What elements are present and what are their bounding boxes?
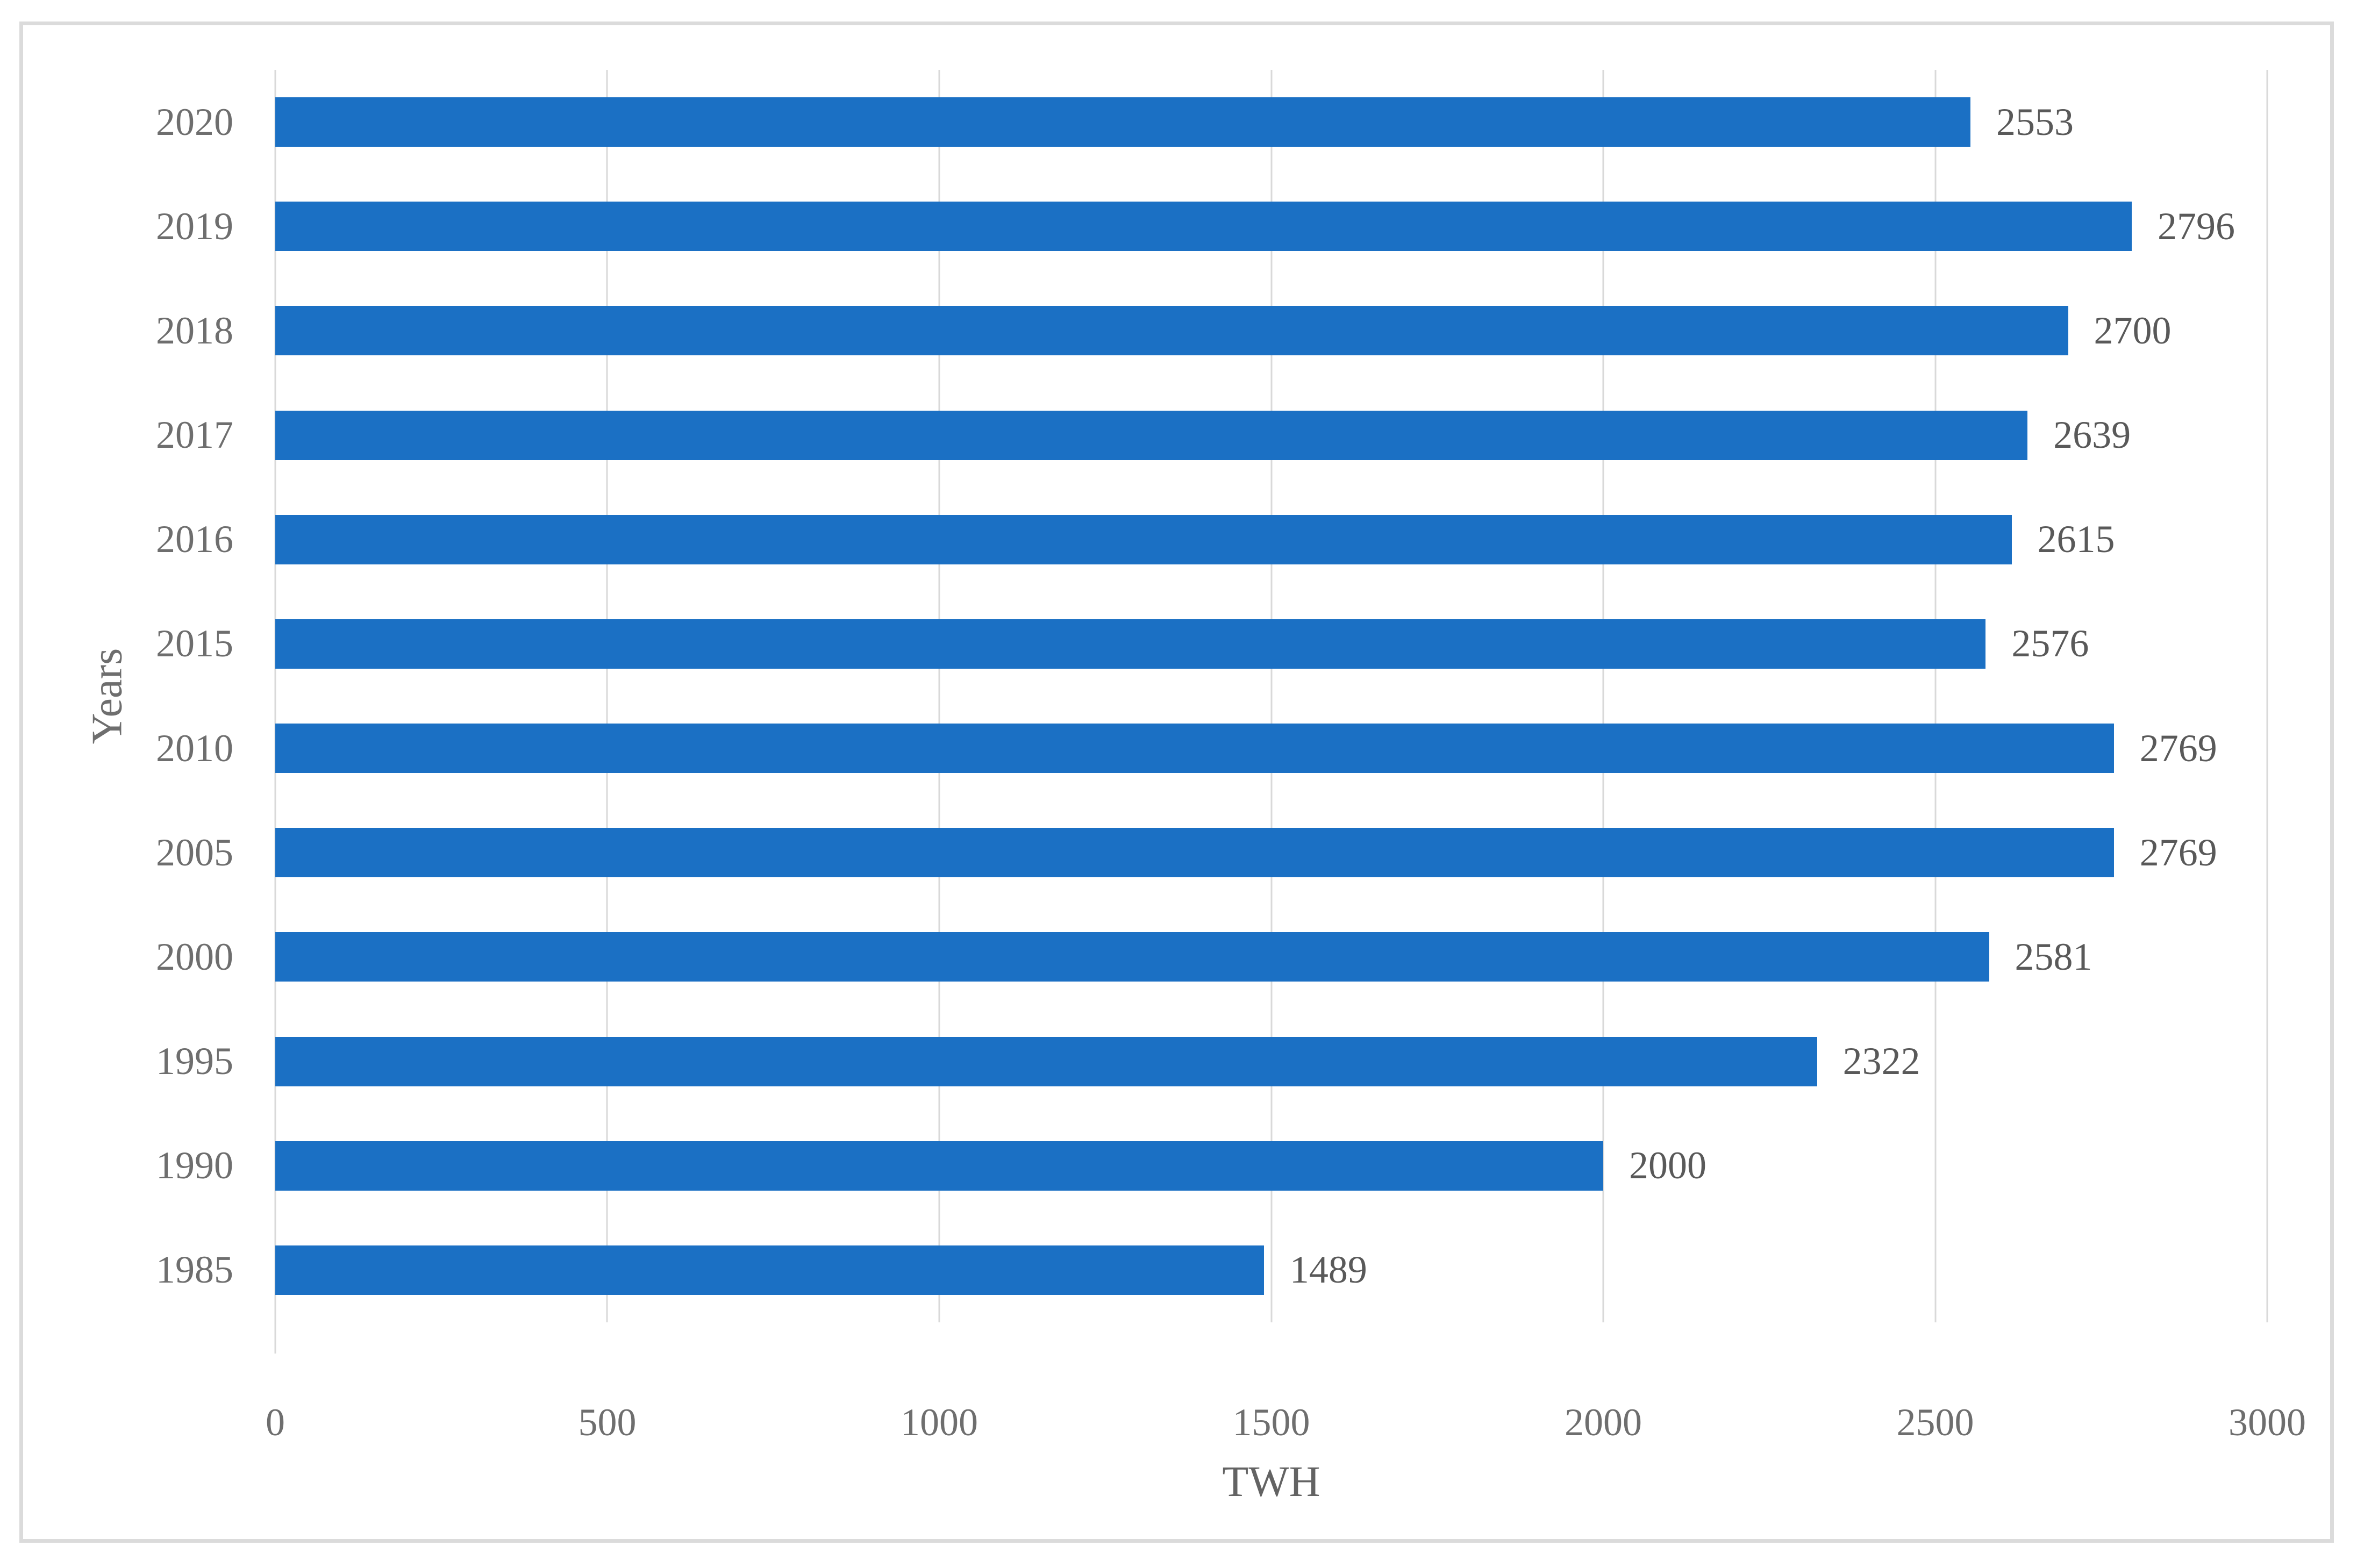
bar-zone: 1489 — [275, 1218, 2267, 1322]
gridline — [1602, 70, 1604, 1322]
bar-row: 2000 2581 — [0, 905, 2267, 1009]
bar-zone: 2615 — [275, 488, 2267, 592]
bar — [275, 514, 2012, 564]
category-label: 2005 — [156, 830, 233, 874]
x-tick-label: 1000 — [900, 1401, 978, 1444]
gridline — [1270, 70, 1272, 1322]
value-label: 2000 — [1629, 1144, 1706, 1187]
category-label: 1990 — [156, 1144, 233, 1187]
category-label: 2018 — [156, 309, 233, 352]
bar-zone: 2581 — [275, 905, 2267, 1009]
value-label: 2553 — [1996, 100, 2074, 144]
bar-row: 2010 2769 — [0, 696, 2267, 800]
bar-row: 1990 2000 — [0, 1114, 2267, 1218]
value-label: 2769 — [2139, 726, 2217, 770]
value-label: 1489 — [1289, 1248, 1367, 1292]
bar — [275, 1141, 1603, 1191]
x-tick-label: 500 — [578, 1401, 637, 1444]
bar-zone: 2639 — [275, 383, 2267, 488]
bar-row: 2019 2796 — [0, 174, 2267, 278]
x-axis-tick-labels: 0 500 1000 1500 2000 2500 3000 — [266, 1397, 2306, 1450]
x-tick-label: 3000 — [2229, 1401, 2306, 1444]
bar-row: 2020 2553 — [0, 70, 2267, 174]
bar — [275, 306, 2068, 356]
gridline — [2266, 70, 2268, 1322]
x-axis-title: TWH — [1222, 1458, 1320, 1506]
y-axis-title: Years — [83, 648, 131, 744]
value-label: 2581 — [2015, 935, 2092, 978]
x-tick-label: 1500 — [1232, 1401, 1310, 1444]
gridline — [938, 70, 940, 1322]
bar-zone: 2000 — [275, 1114, 2267, 1218]
bar — [275, 828, 2114, 878]
category-label: 1985 — [156, 1248, 233, 1292]
bar — [275, 619, 1986, 669]
bar-row: 2005 2769 — [0, 800, 2267, 905]
gridline — [1934, 70, 1936, 1322]
bar-row: 2015 2576 — [0, 592, 2267, 696]
bar-zone: 2769 — [275, 800, 2267, 905]
bar-row: 2017 2639 — [0, 383, 2267, 488]
bar-zone: 2576 — [275, 592, 2267, 696]
bar-row: 1985 1489 — [0, 1218, 2267, 1322]
category-label: 2015 — [156, 622, 233, 665]
bar-row: 2016 2615 — [0, 488, 2267, 592]
value-label: 2322 — [1842, 1040, 1920, 1083]
category-label: 2016 — [156, 518, 233, 561]
bar-zone: 2769 — [275, 696, 2267, 800]
bar — [275, 410, 2028, 460]
value-label: 2700 — [2094, 309, 2172, 352]
category-label: 2017 — [156, 413, 233, 457]
x-tick-label: 0 — [266, 1401, 285, 1444]
value-label: 2796 — [2158, 204, 2235, 248]
bar-zone: 2322 — [275, 1009, 2267, 1114]
bar-zone: 2700 — [275, 278, 2267, 383]
y-axis-line — [274, 70, 276, 1354]
bar-row: 2018 2700 — [0, 278, 2267, 383]
value-label: 2639 — [2053, 413, 2131, 457]
bar-zone: 2553 — [275, 70, 2267, 174]
category-label: 2019 — [156, 204, 233, 248]
value-label: 2576 — [2011, 622, 2089, 665]
category-label: 1995 — [156, 1040, 233, 1083]
bar-rows-container: 2020 2553 2019 2796 2018 2700 2017 2639 … — [0, 70, 2267, 1322]
bar — [275, 724, 2114, 774]
category-label: 2010 — [156, 726, 233, 770]
bar — [275, 1245, 1264, 1295]
gridline — [606, 70, 608, 1322]
value-label: 2769 — [2139, 830, 2217, 874]
bar — [275, 932, 1989, 982]
value-label: 2615 — [2037, 518, 2115, 561]
bar — [275, 202, 2132, 252]
bar — [275, 97, 1970, 147]
bar-row: 1995 2322 — [0, 1009, 2267, 1114]
bar — [275, 1036, 1817, 1086]
plot-area — [274, 70, 2268, 1354]
x-tick-label: 2000 — [1564, 1401, 1642, 1444]
category-label: 2020 — [156, 100, 233, 144]
bar-zone: 2796 — [275, 174, 2267, 278]
x-tick-label: 2500 — [1896, 1401, 1974, 1444]
category-label: 2000 — [156, 935, 233, 978]
